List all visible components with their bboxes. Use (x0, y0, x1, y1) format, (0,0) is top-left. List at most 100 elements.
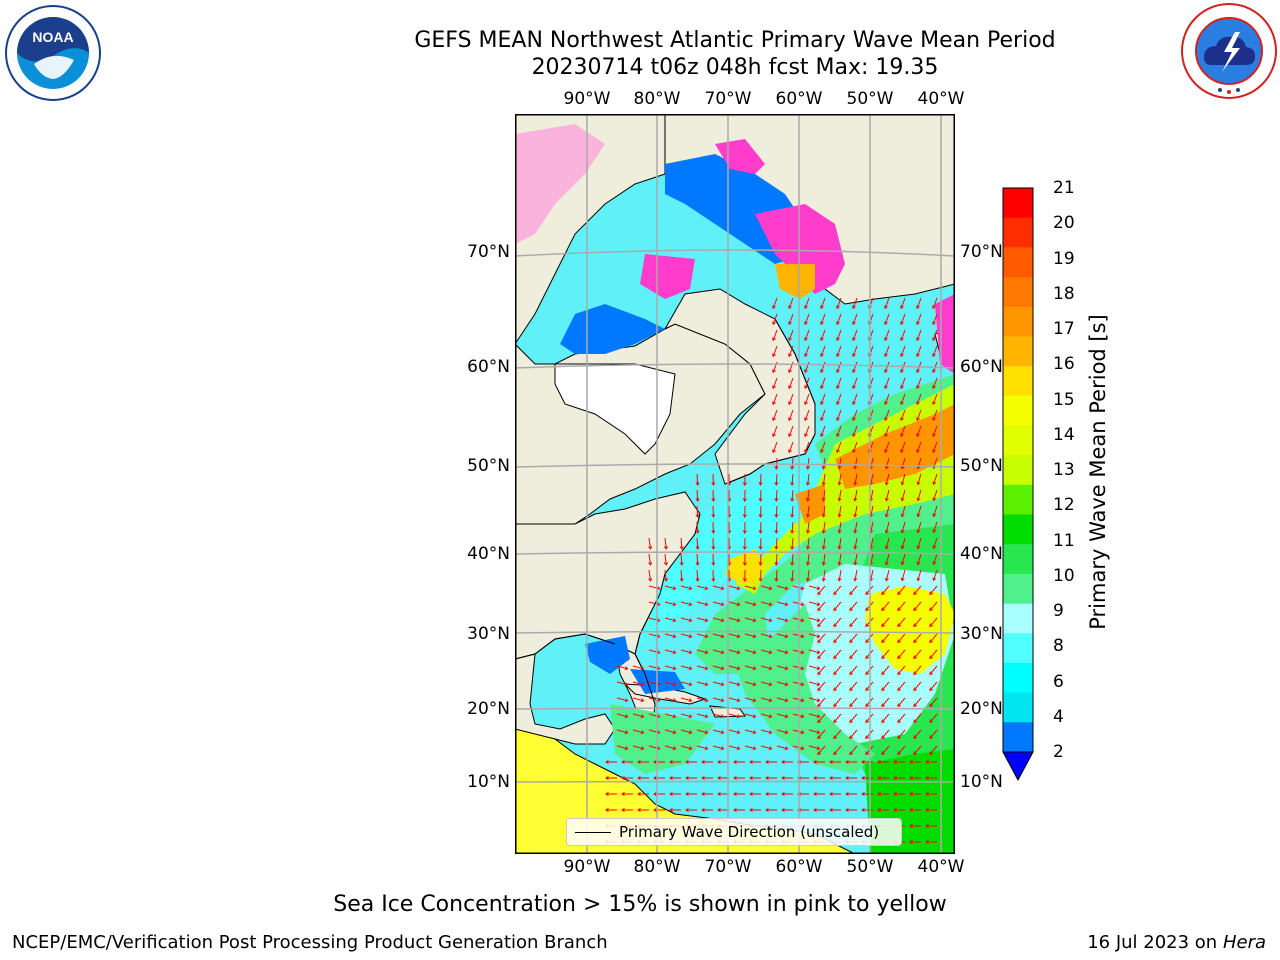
wave-arrow (648, 585, 660, 590)
wave-arrow (838, 553, 842, 565)
wave-arrow-head (749, 759, 753, 765)
wave-arrow-head (813, 759, 817, 765)
wave-arrow-head (881, 719, 885, 724)
wave-arrow-head (790, 562, 795, 566)
wave-arrow (933, 537, 938, 549)
wave-arrow (901, 489, 906, 501)
colorbar-segment (1003, 366, 1033, 397)
wave-arrow (788, 329, 794, 341)
wave-arrow-head (781, 759, 785, 765)
wave-arrow (836, 345, 842, 357)
wave-arrow-head (916, 497, 921, 502)
wave-arrow (836, 361, 842, 373)
wave-arrow (696, 489, 699, 502)
wave-arrow-head (752, 650, 757, 655)
lon-label-top-70w: 70°W (704, 89, 752, 109)
wave-arrow-head (852, 305, 856, 310)
wave-arrow (788, 441, 794, 453)
wave-arrow-head (817, 623, 821, 628)
wave-arrow (884, 425, 890, 437)
wave-arrow (712, 617, 724, 622)
wave-arrow (885, 473, 890, 485)
wave-arrow (885, 489, 890, 501)
colorbar-segment (1003, 247, 1033, 278)
chart-title: GEFS MEAN Northwest Atlantic Primary Wav… (414, 28, 1056, 53)
colorbar-tick-label: 8 (1053, 636, 1064, 657)
wave-arrow (820, 313, 826, 325)
wave-arrow (772, 297, 778, 309)
wave-arrow (917, 489, 922, 501)
wave-arrow-head (672, 650, 677, 655)
wave-arrow-head (790, 466, 795, 470)
wave-arrow-head (868, 353, 872, 358)
wave-arrow-head (837, 577, 842, 582)
wave-arrow (696, 569, 699, 582)
wave-arrow (760, 585, 772, 590)
wave-arrow (744, 585, 756, 590)
wave-arrow (822, 521, 826, 533)
wave-arrow-head (605, 775, 609, 781)
wave-arrow (913, 713, 922, 723)
colorbar-segment (1003, 692, 1033, 723)
wave-arrow (807, 489, 810, 501)
lon-label-bottom-70w: 70°W (704, 857, 752, 877)
wave-arrow (728, 745, 740, 750)
wave-arrow (932, 441, 938, 453)
wave-arrow-head (781, 775, 785, 781)
wave-arrow-head (913, 687, 917, 692)
wave-arrow (744, 601, 756, 606)
wave-arrow-head (804, 321, 808, 326)
wave-arrow-head (853, 481, 858, 486)
wave-arrow-head (852, 321, 856, 326)
colorbar-tick-label: 15 (1053, 389, 1075, 410)
wave-arrow-head (701, 807, 705, 813)
wave-arrow-head (932, 497, 937, 502)
wave-arrow (760, 473, 762, 486)
wave-arrow (833, 617, 842, 627)
wave-arrow (933, 569, 938, 581)
wave-arrow (760, 633, 772, 638)
wave-arrow (808, 697, 820, 702)
wave-arrow-head (672, 618, 677, 623)
wave-arrow-head (897, 639, 901, 644)
wave-arrow-head (929, 687, 933, 692)
wave-arrow-head (685, 807, 689, 813)
wave-arrow (916, 393, 922, 405)
wave-arrow-head (752, 730, 757, 735)
wave-arrow-head (913, 719, 917, 724)
wave-arrow-head (865, 671, 869, 676)
wave-arrow-head (836, 353, 840, 358)
wave-arrow (852, 297, 858, 309)
wave-arrow-head (913, 751, 917, 756)
wave-arrow-head (672, 746, 677, 751)
wave-arrow-head (865, 703, 869, 708)
wave-arrow-head (845, 791, 849, 797)
wave-arrow-head (736, 618, 741, 623)
wave-arrow-head (653, 807, 657, 813)
wave-arrow-head (695, 514, 700, 518)
wave-arrow (807, 473, 810, 485)
wave-arrow (833, 681, 842, 691)
wave-arrow-head (833, 671, 837, 676)
wave-arrow (917, 505, 922, 517)
colorbar-segment (1003, 573, 1033, 605)
wave-arrow (900, 393, 906, 405)
wave-arrow (900, 345, 906, 357)
wave-arrow (897, 649, 906, 659)
wave-arrow-head (817, 607, 821, 612)
wave-arrow-head (772, 433, 776, 438)
wave-arrow (901, 521, 906, 533)
wave-arrow-head (865, 719, 869, 724)
wave-arrow-head (640, 666, 645, 671)
wave-arrow (648, 633, 660, 638)
wave-arrow (776, 745, 788, 750)
wave-arrow (836, 329, 842, 341)
wave-arrow-head (909, 807, 913, 813)
wave-arrow (808, 585, 820, 590)
wave-arrow-head (853, 513, 858, 518)
wave-arrow (791, 505, 794, 518)
wave-arrow (838, 473, 842, 485)
wave-arrow-head (897, 751, 901, 756)
lat-label-left-60n: 60°N (467, 357, 510, 377)
wave-arrow (791, 553, 794, 566)
